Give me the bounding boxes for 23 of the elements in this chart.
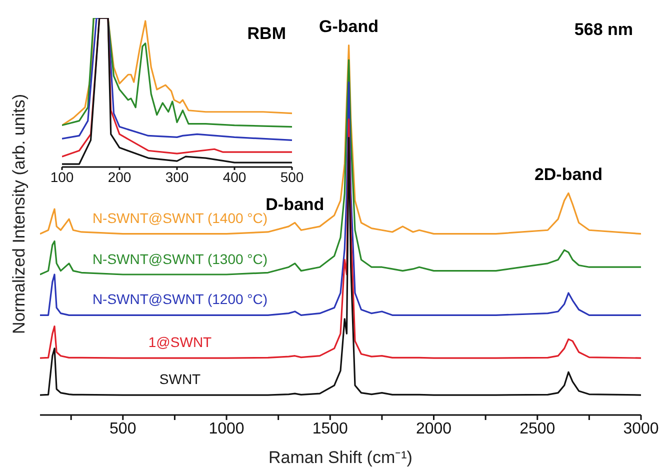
x-tick-label: 1000: [208, 420, 244, 438]
x-tick-label: 500: [280, 168, 304, 185]
x-tick-label: 100: [50, 168, 74, 185]
series-label: SWNT: [158, 371, 202, 388]
x-tick-label: 2500: [520, 420, 556, 438]
series-label: 1@SWNT: [147, 334, 213, 350]
x-tick-label: 200: [108, 168, 132, 185]
series-label: N-SWNT@SWNT (1400 °C): [91, 210, 268, 226]
x-tick-label: 1500: [312, 420, 348, 438]
x-tick-label: 2000: [416, 420, 452, 438]
x-axis-title: Raman Shift (cm⁻¹): [268, 447, 414, 468]
x-tick-label: 500: [110, 420, 136, 438]
series-label: N-SWNT@SWNT (1200 °C): [91, 291, 269, 308]
annotation: G-band: [318, 17, 380, 38]
series-label: N-SWNT@SWNT (1300 °C): [91, 250, 269, 266]
text: 568 nm: [574, 20, 633, 40]
annotation: D-band: [266, 194, 326, 214]
x-tick-label: 3000: [623, 420, 659, 438]
annotation: RBM: [247, 24, 286, 44]
x-tick-label: 300: [165, 168, 189, 185]
annotation: 2D-band: [533, 165, 604, 186]
x-tick-label: 400: [222, 168, 246, 185]
y-axis-title: Normalized Intensity (arb. units): [9, 92, 29, 336]
